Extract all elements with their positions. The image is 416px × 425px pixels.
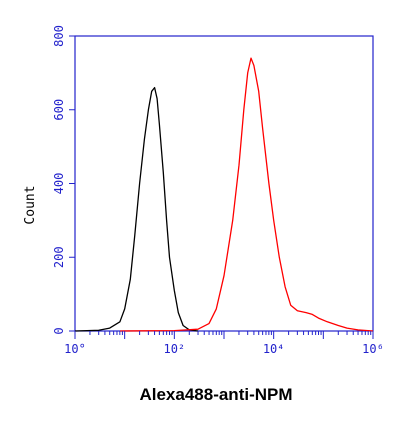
y-tick-label-3: 600 <box>52 99 66 121</box>
y-axis: 0 200 400 600 800 <box>52 25 75 335</box>
series-layer <box>74 57 374 332</box>
x-tick-label-2: 10⁴ <box>263 342 285 356</box>
y-axis-label: Count <box>23 185 38 224</box>
series-line-0 <box>74 86 199 332</box>
plot-frame <box>74 35 374 332</box>
x-tick-label-0: 10° <box>64 342 86 356</box>
x-tick-label-1: 10² <box>163 342 185 356</box>
x-axis: 10° 10² 10⁴ 10⁶ <box>64 331 384 356</box>
y-tick-label-0: 0 <box>52 327 66 334</box>
series-line-1 <box>119 57 374 332</box>
y-tick-label-1: 200 <box>52 246 66 268</box>
y-tick-label-4: 800 <box>52 25 66 47</box>
x-tick-label-3: 10⁶ <box>362 342 384 356</box>
y-tick-label-2: 400 <box>52 173 66 195</box>
x-axis-label: Alexa488-anti-NPM <box>139 385 292 404</box>
